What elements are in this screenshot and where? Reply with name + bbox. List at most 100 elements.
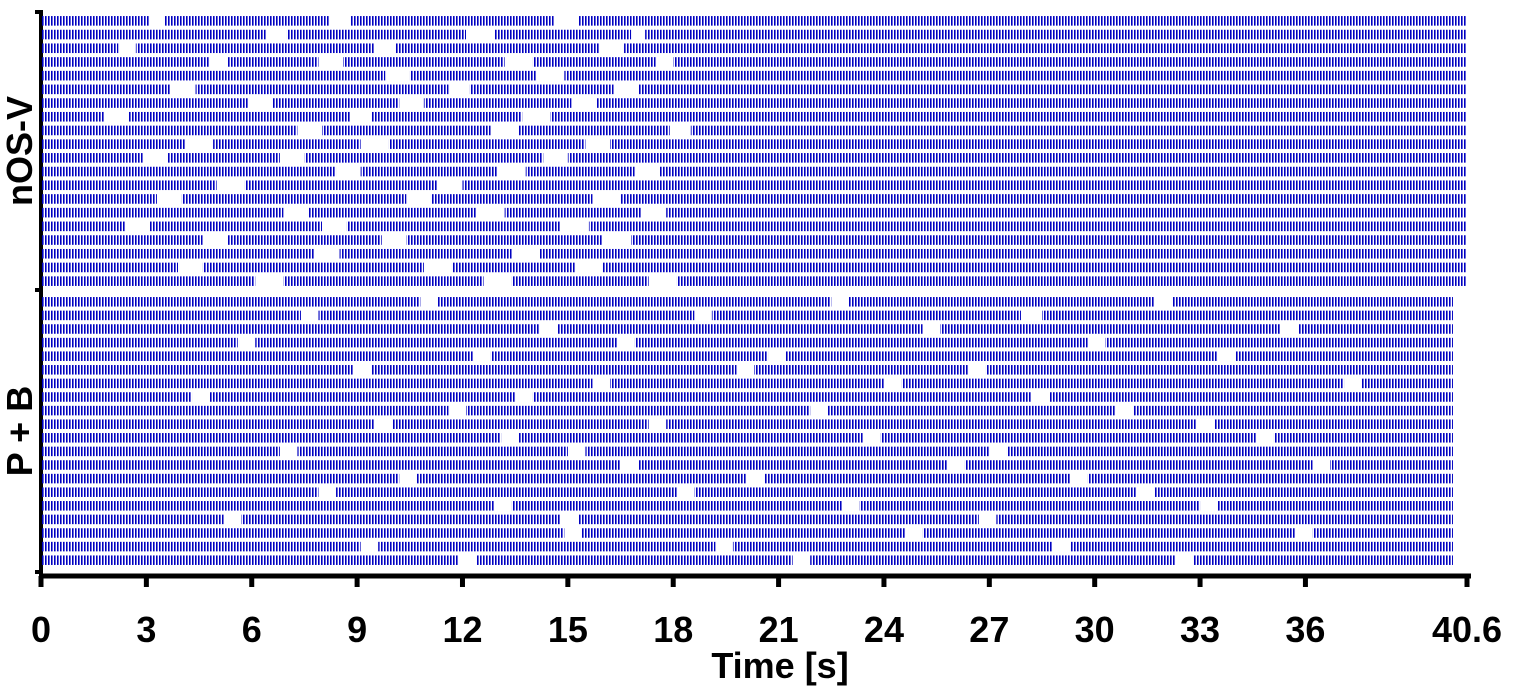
spike-train [588,221,1467,232]
spike-train [1330,460,1453,470]
spike-train [557,324,923,334]
spike-train [666,207,1467,218]
spike-train [462,180,1467,191]
spike-train [181,194,407,204]
spike-train [336,487,677,497]
x-tick-label: 24 [864,609,904,650]
spike-train [940,324,1281,334]
spike-train [339,248,512,259]
spike-train [1171,297,1453,307]
spike-train [690,125,1467,136]
spike-train [297,446,568,457]
x-tick-label: 12 [442,609,482,650]
spike-train [1154,487,1453,497]
spike-train [343,57,505,67]
spike-train [666,419,1197,429]
x-tick-label: 30 [1075,609,1115,650]
spike-train [41,125,298,136]
spike-train [392,419,649,429]
spike-train [41,419,375,429]
spike-train [41,446,280,457]
spike-train [286,29,466,40]
spike-train [1042,310,1453,321]
spike-train [609,139,1467,149]
spike-train [346,221,561,232]
spike-train [673,57,1467,67]
spike-train [624,43,1467,54]
spike-train [307,207,477,218]
spike-train [41,139,186,149]
spike-train [423,98,572,108]
spike-train [711,310,1021,321]
spike-train [810,555,1176,565]
spike-train [785,351,1218,361]
spike-train [167,153,280,163]
spike-train [511,501,842,511]
spike-train [209,392,516,402]
spike-train [518,125,670,136]
spike-train [578,16,1467,26]
spike-train [430,194,593,204]
spike-train [1298,324,1453,334]
spike-train [149,221,322,232]
spike-train [595,98,1467,108]
spike-train [227,235,382,245]
spike-train [638,460,948,470]
group-label: nOS-V [0,96,40,206]
spike-train [41,365,354,375]
spike-train [41,57,210,67]
spike-train [609,378,884,389]
spike-train [922,528,1295,538]
spike-train [388,139,586,149]
spike-train [244,180,438,191]
spike-train [694,487,1137,497]
spike-train [638,84,1467,95]
spike-train [567,153,1467,163]
spike-train [41,180,217,191]
spike-train [476,555,793,565]
spike-train [539,248,1467,259]
spike-train [41,392,193,402]
spike-train [490,351,769,361]
spike-train [41,473,400,484]
spike-train [41,98,249,108]
spike-train [465,405,811,416]
spike-train [371,365,737,375]
spike-train [163,16,330,26]
spike-train [511,276,649,286]
spike-train [41,555,459,565]
spike-train [996,514,1453,525]
spike-train [1217,501,1453,511]
spike-train [880,433,1257,443]
spike-train [41,378,593,389]
spike-train [41,310,301,321]
spike-train [41,207,284,218]
spike-train [764,473,1071,484]
spike-train [241,514,561,525]
x-tick-label: 9 [347,609,367,650]
spike-train [202,262,424,273]
spike-train [1006,446,1453,457]
spike-train [848,297,1155,307]
spike-train [1070,541,1453,552]
spike-train [41,43,119,54]
spike-train [41,487,319,497]
spike-train [318,310,695,321]
spike-train [581,528,906,538]
spike-train [645,29,1467,40]
spike-train [395,43,600,54]
spike-train [41,248,315,259]
spike-train [1312,528,1453,538]
spike-train [41,276,256,286]
spike-train [41,514,224,525]
x-tick-label: 6 [242,609,262,650]
spike-train [41,235,203,245]
spike-train [41,153,143,163]
spike-train [1193,555,1453,565]
spike-train [41,84,171,95]
spike-train [754,365,969,375]
spike-train [585,446,990,457]
spike-train [518,433,863,443]
spike-train [1235,351,1453,361]
spike-train [578,514,979,525]
